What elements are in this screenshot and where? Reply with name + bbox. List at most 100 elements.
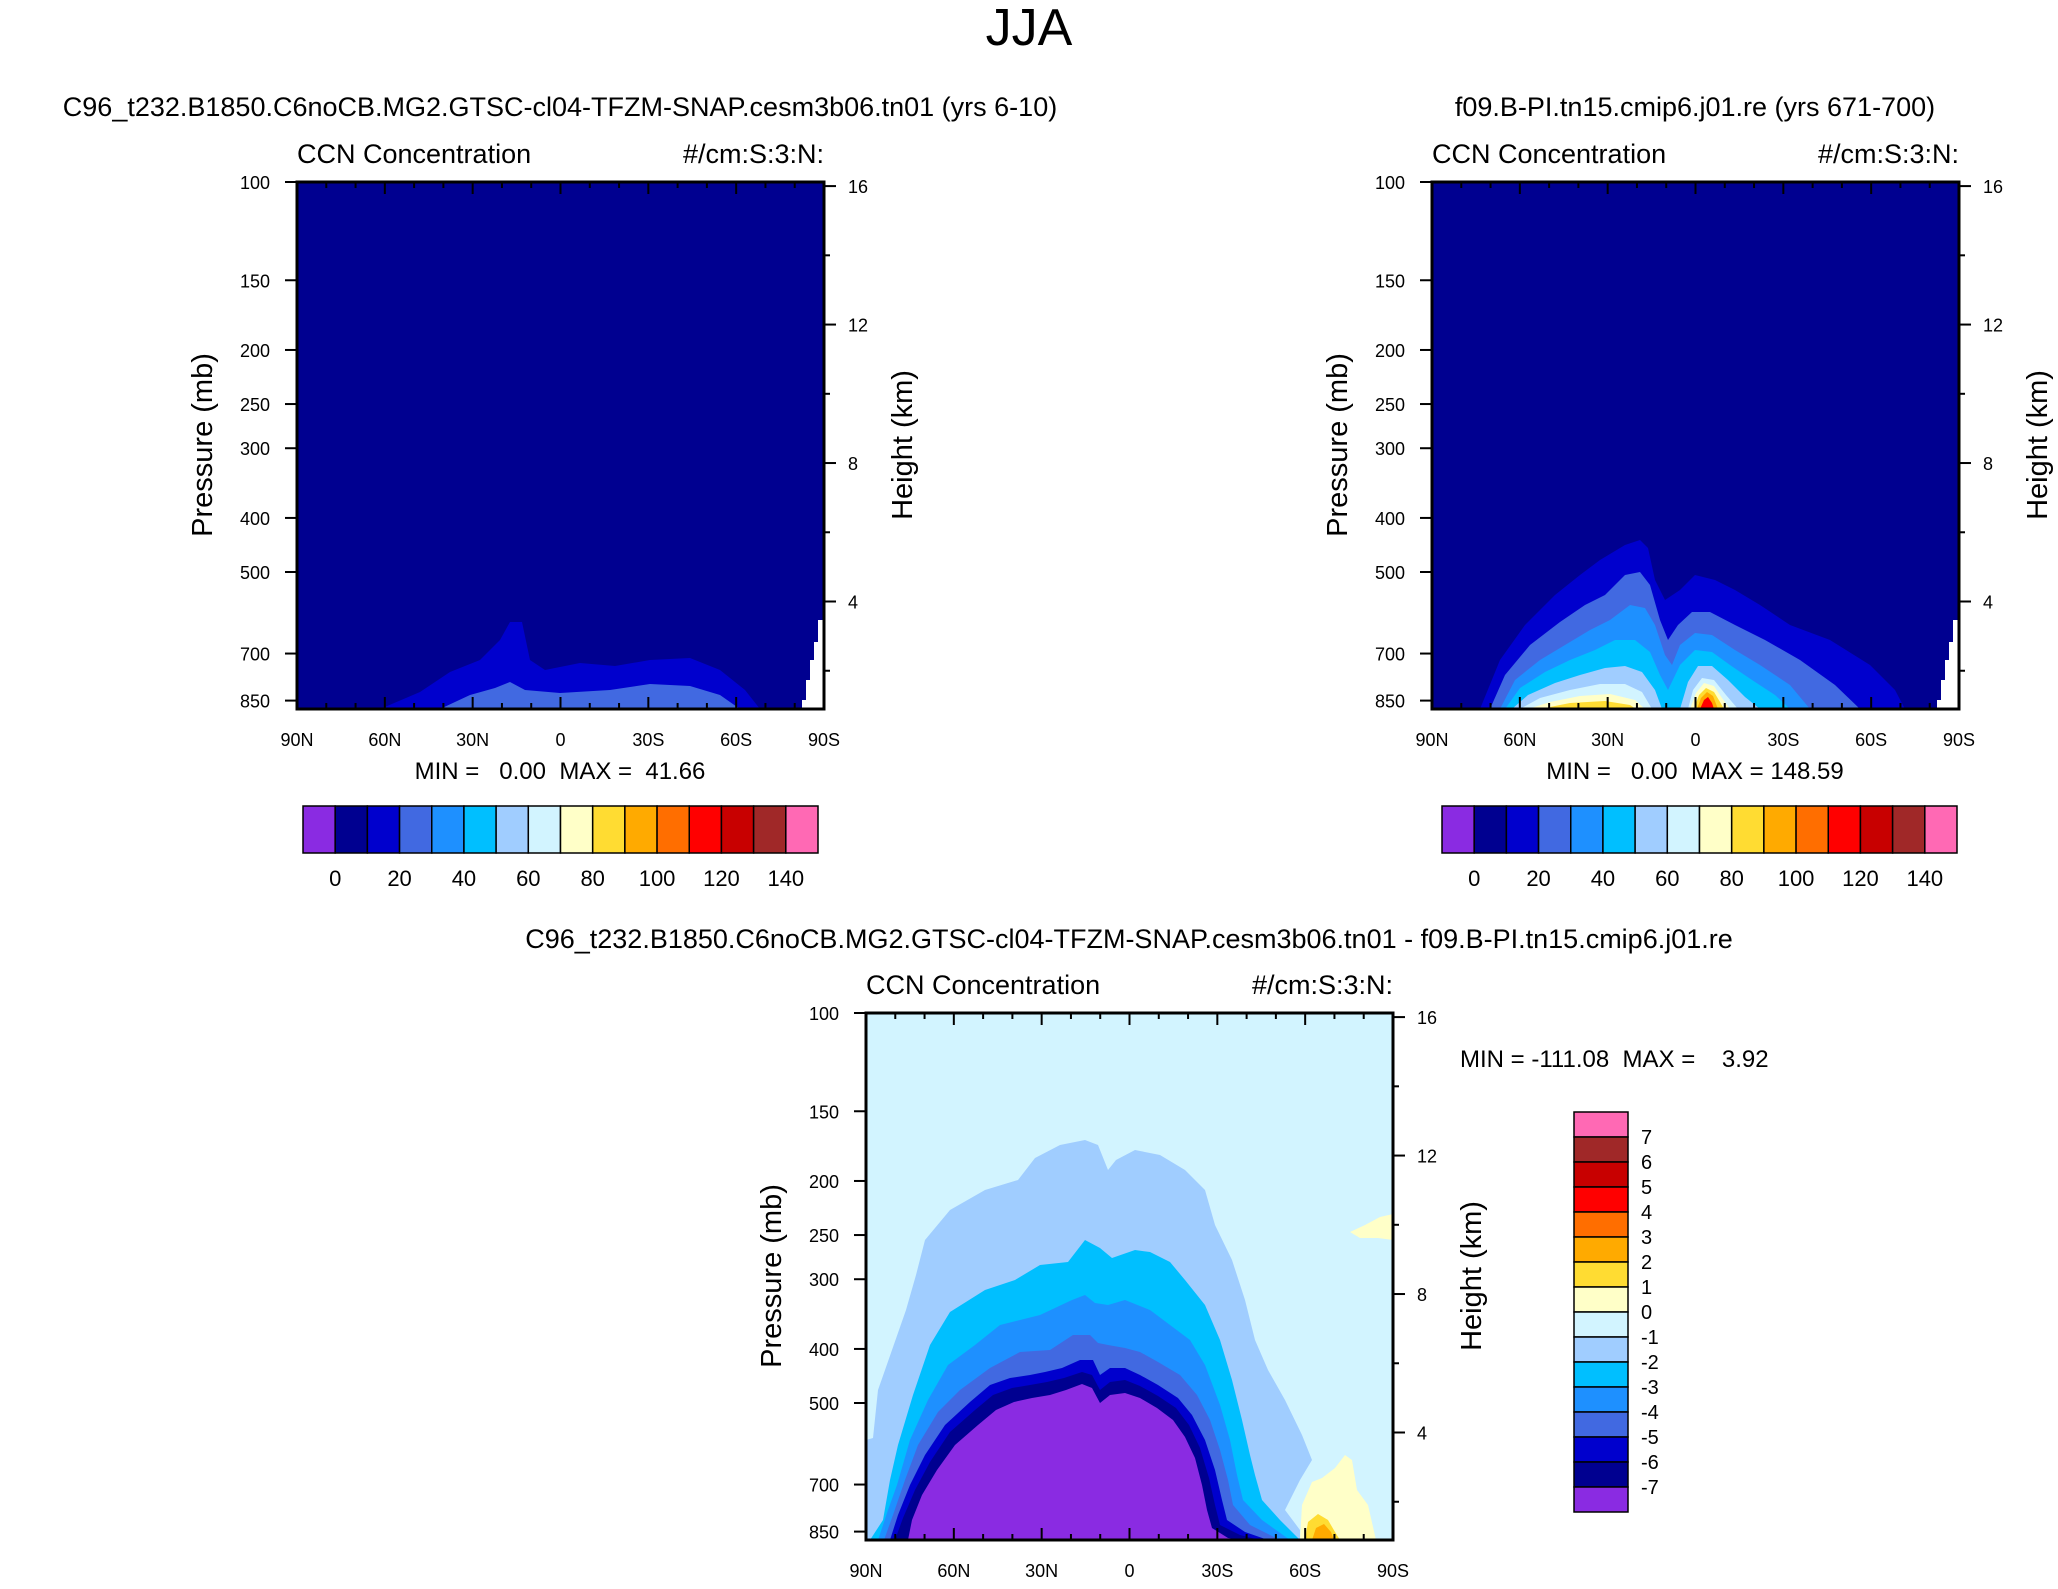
colorbar-swatch-control: [1537, 805, 1572, 854]
colorbar-difference: 7 6 5 4 3 2 1 0 -1 -2 -3 -4 -5 -6 -7: [1573, 1111, 1659, 1513]
colorbar-label-difference: -1: [1641, 1327, 1659, 1349]
contour-control-pale-yellow: [1528, 683, 1730, 709]
colorbar-swatch-control: [1924, 805, 1958, 854]
ytick-label-difference: 200: [809, 1172, 839, 1192]
y2tick-label-model: 12: [848, 316, 868, 336]
ytick-label-control: 200: [1375, 341, 1405, 361]
xtick-label-model: 30N: [456, 730, 489, 750]
colorbar-swatch-difference: [1573, 1111, 1629, 1138]
colorbar-swatch-control: [1763, 805, 1797, 854]
colorbar-swatch-model: [785, 805, 819, 854]
colorbar-swatch-model: [688, 805, 723, 854]
ytick-label-control: 100: [1375, 173, 1405, 193]
colorbar-swatch-model: [398, 805, 433, 854]
ytick-label-difference: 850: [809, 1523, 839, 1543]
xtick-label-difference: 30S: [1201, 1561, 1233, 1581]
ytick-label-difference: 700: [809, 1476, 839, 1496]
xtick-label-control: 60S: [1855, 730, 1887, 750]
colorbar-swatch-model: [334, 805, 369, 854]
colorbar-swatch-control: [1859, 805, 1894, 854]
xtick-label-difference: 30N: [1025, 1561, 1058, 1581]
terrain-edge-control: [1937, 620, 1959, 709]
colorbar-swatch-model: [752, 805, 787, 854]
colorbar-label-model: 0: [329, 866, 341, 891]
panel-model-variable: CCN Concentration: [297, 139, 531, 169]
axes-control: 90N 60N 30N 0 30S 60S 90S 100 150 200 250 300 400 500…: [1375, 173, 2003, 750]
panel-control-units: #/cm:S:3:N:: [1818, 139, 1959, 169]
colorbar-model: 0 20 40 60 80 100 120 140: [302, 805, 819, 891]
colorbar-label-model: 100: [639, 866, 676, 891]
colorbar-label-difference: 2: [1641, 1252, 1652, 1274]
y2tick-label-model: 16: [848, 177, 868, 197]
colorbar-label-model: 120: [703, 866, 740, 891]
colorbar-label-difference: 4: [1641, 1202, 1652, 1224]
colorbar-label-difference: 0: [1641, 1302, 1652, 1324]
ytick-label-control: 500: [1375, 563, 1405, 583]
ytick-label-model: 100: [240, 173, 270, 193]
xtick-label-difference: 60N: [937, 1561, 970, 1581]
colorbar-label-control: 40: [1591, 866, 1615, 891]
panel-model: C96_t232.B1850.C6noCB.MG2.GTSC-cl04-TFZM…: [63, 92, 1057, 891]
xtick-label-control: 60N: [1503, 730, 1536, 750]
y2tick-label-control: 12: [1983, 316, 2003, 336]
colorbar-swatch-difference: [1573, 1161, 1629, 1188]
ytick-label-model: 400: [240, 509, 270, 529]
colorbar-swatch-difference: [1573, 1486, 1629, 1513]
y2label-difference: Height (km): [1456, 1201, 1488, 1351]
colorbar-swatch-model: [624, 805, 658, 854]
ytick-label-control: 850: [1375, 692, 1405, 712]
colorbar-label-control: 80: [1719, 866, 1743, 891]
y2label-control: Height (km): [2022, 370, 2054, 520]
colorbar-label-control: 140: [1906, 866, 1943, 891]
colorbar-swatch-control: [1666, 805, 1701, 854]
colorbar-label-difference: 6: [1641, 1152, 1652, 1174]
colorbar-swatch-model: [720, 805, 755, 854]
contour-control-gold: [1540, 688, 1724, 709]
colorbar-swatch-control: [1602, 805, 1636, 854]
ytick-label-difference: 500: [809, 1394, 839, 1414]
xtick-label-model: 30S: [632, 730, 664, 750]
colorbar-swatch-difference: [1573, 1261, 1629, 1288]
colorbar-label-difference: -4: [1641, 1402, 1659, 1424]
axes-difference: 90N 60N 30N 0 30S 60S 90S 100 150 200 250 300 400 500…: [809, 1004, 1437, 1581]
colorbar-swatch-control: [1473, 805, 1508, 854]
y2label-model: Height (km): [887, 370, 919, 520]
contour-model-royal-blue: [440, 682, 740, 709]
colorbar-swatch-difference: [1573, 1136, 1629, 1163]
colorbar-swatch-control: [1505, 805, 1540, 854]
ytick-label-control: 300: [1375, 439, 1405, 459]
y2tick-label-difference: 8: [1417, 1285, 1427, 1305]
xtick-label-control: 30N: [1591, 730, 1624, 750]
colorbar-label-difference: -5: [1641, 1427, 1659, 1449]
colorbar-swatch-control: [1891, 805, 1926, 854]
xtick-label-difference: 90N: [849, 1561, 882, 1581]
contour-difference-level-minus-7: [908, 1384, 1240, 1540]
colorbar-swatch-difference: [1573, 1311, 1629, 1338]
colorbar-label-control: 20: [1526, 866, 1550, 891]
ytick-label-control: 150: [1375, 271, 1405, 291]
stats-control: MIN = 0.00 MAX = 148.59: [1546, 758, 1844, 785]
plot-area-model-background: [297, 182, 824, 709]
colorbar-label-difference: 3: [1641, 1227, 1652, 1249]
xtick-label-model: 60N: [368, 730, 401, 750]
panel-control-variable: CCN Concentration: [1432, 139, 1666, 169]
colorbar-label-difference: -3: [1641, 1377, 1659, 1399]
y2tick-label-control: 4: [1983, 593, 1993, 613]
ytick-label-difference: 150: [809, 1102, 839, 1122]
panel-difference: C96_t232.B1850.C6noCB.MG2.GTSC-cl04-TFZM…: [525, 924, 1768, 1581]
ytick-label-model: 700: [240, 645, 270, 665]
ytick-label-model: 300: [240, 439, 270, 459]
xtick-label-model: 90S: [808, 730, 840, 750]
colorbar-label-model: 80: [580, 866, 604, 891]
panel-model-case-title: C96_t232.B1850.C6noCB.MG2.GTSC-cl04-TFZM…: [63, 92, 1057, 122]
colorbar-label-difference: -6: [1641, 1452, 1659, 1474]
colorbar-label-control: 60: [1655, 866, 1679, 891]
xtick-label-difference: 0: [1124, 1561, 1134, 1581]
contour-difference-pale-yellow-upper: [1350, 1214, 1393, 1240]
ytick-label-difference: 100: [809, 1004, 839, 1024]
ytick-label-difference: 400: [809, 1340, 839, 1360]
colorbar-label-model: 60: [516, 866, 540, 891]
colorbar-swatch-difference: [1573, 1236, 1629, 1263]
y2tick-label-model: 4: [848, 593, 858, 613]
panel-difference-units: #/cm:S:3:N:: [1252, 970, 1393, 1000]
